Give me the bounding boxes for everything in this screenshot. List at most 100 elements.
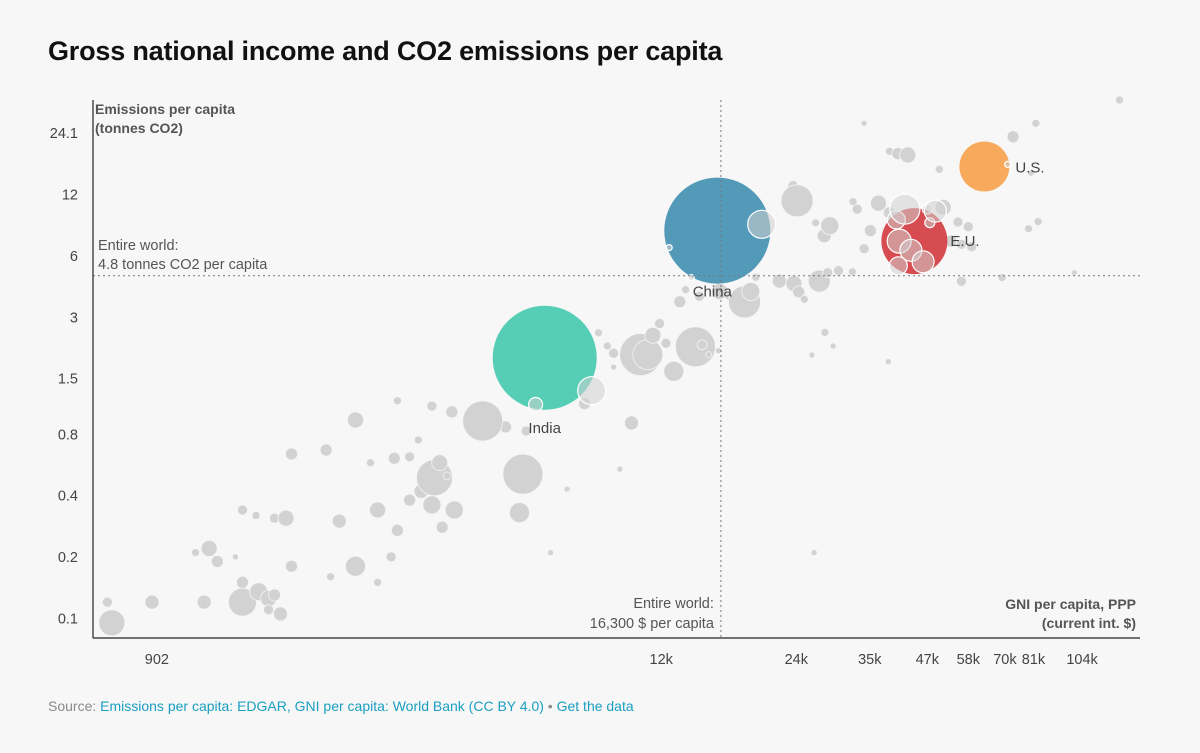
world-emissions-label-2: 4.8 tonnes CO2 per capita <box>98 257 268 273</box>
country-bubble <box>675 326 716 368</box>
country-bubble <box>811 218 820 228</box>
country-bubble <box>654 318 665 329</box>
x-tick-label: 58k <box>957 652 981 668</box>
y-tick-label: 6 <box>70 249 78 265</box>
country-bubble <box>251 511 261 520</box>
country-bubble <box>444 500 464 520</box>
source-link[interactable]: Emissions per capita: EDGAR, GNI per cap… <box>100 698 544 714</box>
country-bubble <box>345 555 366 577</box>
country-bubble <box>681 285 690 295</box>
country-bubble <box>390 524 404 537</box>
country-bubble <box>608 347 619 359</box>
country-bubble <box>404 451 416 463</box>
source-line: Source: Emissions per capita: EDGAR, GNI… <box>48 698 634 714</box>
highlighted-bubbles <box>492 141 1010 410</box>
chart-labels: China India E.U. U.S. Entire world: 4.8 tonne… <box>95 101 1136 632</box>
country-bubble <box>1024 224 1033 234</box>
bubble-china <box>664 177 771 284</box>
country-bubble <box>594 328 603 338</box>
country-bubble <box>885 358 892 366</box>
foreground-bubbles <box>527 160 1012 413</box>
label-india: India <box>528 420 561 437</box>
x-tick-label: 12k <box>650 652 674 668</box>
country-bubble <box>285 559 298 573</box>
country-bubble <box>231 553 239 561</box>
country-bubble <box>864 224 877 238</box>
y-tick-label: 1.5 <box>58 372 78 388</box>
country-bubble <box>422 495 442 515</box>
country-bubble <box>431 454 449 472</box>
country-bubble <box>705 351 712 359</box>
country-bubble <box>392 396 402 406</box>
country-bubble <box>366 458 375 468</box>
country-bubble <box>385 551 397 563</box>
country-bubble <box>347 411 364 429</box>
country-bubble <box>1033 217 1043 227</box>
chart-title: Gross national income and CO2 emissions … <box>48 36 723 66</box>
country-bubble <box>934 164 944 174</box>
country-bubble <box>952 216 964 228</box>
country-bubble <box>820 216 840 236</box>
country-bubble <box>1027 169 1035 177</box>
country-bubble <box>331 513 347 529</box>
country-bubble <box>997 273 1007 283</box>
country-bubble <box>696 339 708 351</box>
background-bubbles <box>98 95 1124 637</box>
country-bubble <box>632 339 664 371</box>
country-bubble <box>445 405 459 419</box>
country-bubble <box>888 256 908 276</box>
bubble-india <box>492 305 597 410</box>
country-bubble <box>792 285 806 299</box>
country-bubble <box>1031 118 1041 128</box>
country-bubble <box>820 327 830 337</box>
country-bubble <box>462 400 504 442</box>
country-bubble <box>520 425 532 437</box>
world-emissions-label-1: Entire world: <box>98 238 179 254</box>
country-bubble <box>751 272 761 282</box>
country-bubble <box>502 453 544 495</box>
source-prefix: Source: <box>48 698 101 714</box>
x-tick-label: 70k <box>993 652 1017 668</box>
country-bubble <box>272 606 288 622</box>
y-axis-title-2: (tonnes CO2) <box>95 120 183 136</box>
country-bubble <box>1071 269 1078 277</box>
country-bubble <box>860 119 868 127</box>
country-bubble <box>660 337 672 349</box>
country-bubble <box>780 184 814 218</box>
y-tick-label: 0.2 <box>58 550 78 566</box>
country-bubble <box>956 238 967 250</box>
country-bubble <box>369 501 387 519</box>
country-bubble <box>851 203 863 215</box>
bubble-us <box>959 141 1010 192</box>
country-bubble <box>144 594 160 610</box>
world-gni-label-1: Entire world: <box>633 596 714 612</box>
y-axis-title-1: Emissions per capita <box>95 101 235 117</box>
country-bubble <box>966 241 977 253</box>
country-bubble <box>547 549 554 556</box>
country-bubble <box>665 244 673 252</box>
country-bubble <box>403 493 417 507</box>
country-bubble <box>870 194 887 212</box>
source-separator: • <box>543 698 557 714</box>
y-tick-label: 0.4 <box>58 489 78 505</box>
get-data-link[interactable]: Get the data <box>556 698 634 714</box>
country-bubble <box>962 221 974 233</box>
country-bubble <box>98 609 126 637</box>
country-bubble <box>373 578 383 587</box>
country-bubble <box>563 485 571 493</box>
country-bubble <box>196 594 212 610</box>
country-bubble <box>1006 130 1020 144</box>
x-tick-label: 47k <box>916 652 940 668</box>
country-bubble <box>956 275 967 287</box>
country-bubble <box>610 363 617 371</box>
country-bubble <box>663 360 685 382</box>
country-bubble <box>102 596 113 608</box>
country-bubble <box>822 267 834 279</box>
x-tick-label: 35k <box>858 652 882 668</box>
country-bubble <box>747 209 777 239</box>
country-bubble <box>200 540 218 557</box>
country-bubble <box>848 267 857 277</box>
country-bubble <box>833 265 844 277</box>
world-gni-label-2: 16,300 $ per capita <box>590 616 715 632</box>
label-us: U.S. <box>1015 160 1044 177</box>
